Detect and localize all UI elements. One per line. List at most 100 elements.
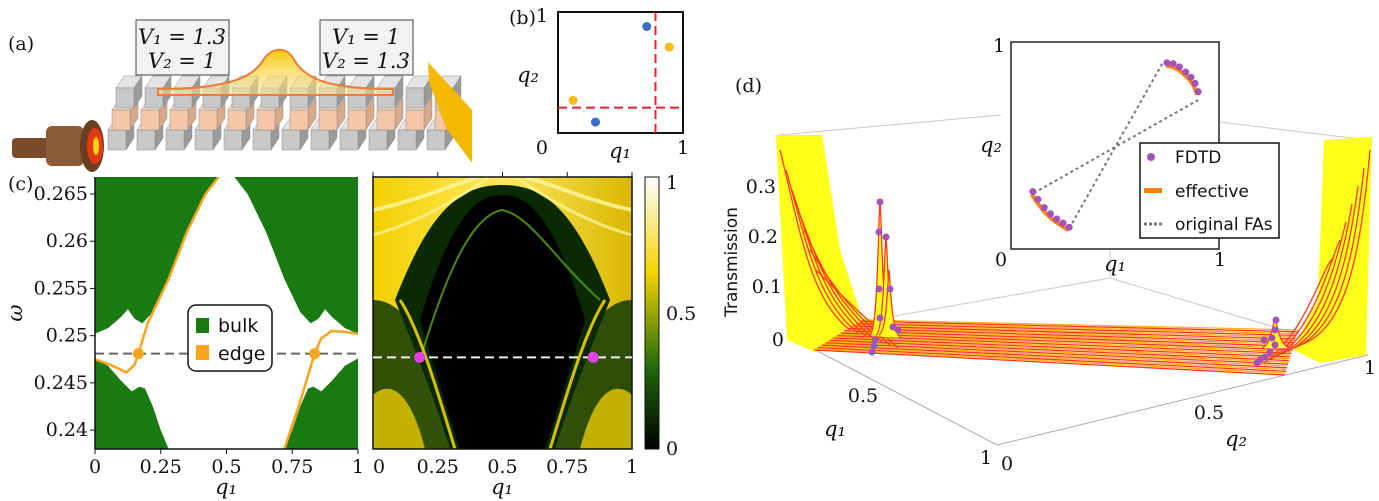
weyl-point-1 [568, 95, 578, 105]
fdtd-point-inset [1053, 215, 1061, 223]
h-xlabel: q₁ [491, 475, 513, 499]
weyl-point-0 [642, 22, 652, 32]
c-xtick-label: 0.25 [140, 456, 182, 478]
transmission-curve-right [1281, 203, 1353, 355]
rod-front [426, 129, 446, 151]
floor-line [861, 319, 1299, 331]
colorbar-tick-0: 0 [666, 438, 678, 460]
panel-c-band-diagram: (c) 0 0 0.25 0.25 0.5 0.5 0.75 0.75 1 1 0.24 0.245 0… [3, 172, 638, 499]
b-xlabel: q₁ [609, 139, 631, 163]
legend-swatch-edge [196, 345, 209, 360]
panel-label-b: (b) [509, 7, 536, 29]
rod-front [165, 129, 185, 151]
rod-front [194, 129, 214, 151]
transmission-curve-right [1293, 167, 1365, 349]
rod-front [111, 109, 131, 131]
colorbar-tick-0.5: 0.5 [666, 303, 696, 325]
transmission-curve-right [1275, 221, 1347, 358]
fdtd-point-inset [1059, 219, 1067, 227]
d-q2-tick-0.5: 0.5 [1194, 402, 1224, 424]
legend-fdtd-marker [1147, 153, 1155, 161]
floor-line [829, 339, 1290, 362]
transmission-surface-left-wall [776, 135, 900, 352]
floor-line [835, 336, 1291, 356]
inset-ylabel: q₂ [980, 133, 1002, 157]
fdtd-point [876, 314, 884, 322]
transmission-curve-right [1287, 185, 1359, 352]
floor-line [819, 345, 1287, 371]
transmission-surface-right-wall [1294, 137, 1372, 363]
transmission-curve-right [1299, 149, 1371, 346]
legend-bulk: bulk [218, 315, 258, 337]
legend-effective-swatch [1144, 188, 1162, 193]
fdtd-point [882, 233, 890, 241]
rod-front [368, 129, 388, 151]
fdtd-point-inset [1191, 79, 1199, 87]
rod-front [107, 129, 127, 151]
colorbar [644, 176, 660, 450]
fdtd-point [868, 348, 876, 356]
fdtd-point-inset [1194, 88, 1202, 96]
b-ylabel: q₂ [517, 63, 539, 87]
floor-line [840, 332, 1293, 351]
floor-line [850, 326, 1295, 342]
fdtd-point-inset [1040, 204, 1048, 212]
floor-line [813, 349, 1286, 376]
rod-front [347, 109, 367, 131]
floor-line [827, 340, 1289, 364]
fdtd-point [1268, 334, 1276, 342]
fdtd-point [876, 198, 884, 206]
bulk-band-lower-left [95, 358, 169, 449]
colorbar-tick-1: 1 [666, 172, 678, 194]
fdtd-point [1271, 326, 1279, 334]
d-ztick-0.2: 0.2 [748, 226, 778, 248]
box-left-v1: V₁ = 1.3 [138, 25, 226, 49]
inset-legend: FDTD effective original FAs [1139, 142, 1280, 239]
transmission-curve-right [1269, 239, 1341, 361]
detector-screen [428, 62, 472, 163]
rod-front [405, 87, 425, 109]
legend-edge: edge [218, 343, 266, 365]
rod-front [227, 109, 247, 131]
transmission-curve-right [1263, 257, 1335, 364]
floor-line [817, 346, 1287, 373]
fdtd-point-inset [1187, 73, 1195, 81]
fdtd-point [1260, 336, 1268, 344]
fdtd-points-3d [868, 198, 1280, 367]
rod-front [115, 87, 135, 109]
d-q1-tick-0.5: 0.5 [848, 385, 878, 407]
box-right-v1: V₁ = 1 [332, 25, 400, 49]
floor-line [856, 322, 1297, 337]
weyl-point-0 [591, 117, 600, 127]
h-xtick-label: 0.5 [487, 456, 517, 478]
fdtd-point [871, 336, 879, 344]
rod-front [318, 109, 338, 131]
d-q1-label: q₁ [824, 417, 846, 441]
rod-front [339, 129, 359, 151]
c-ylabel: ω [3, 304, 27, 321]
floor-line [852, 325, 1296, 340]
rod-front [397, 129, 417, 151]
edge-crossing-marker-heatmap [414, 351, 426, 363]
gaussian-beam-profile [157, 48, 394, 96]
edge-state-right [283, 329, 358, 449]
heatmap-frame [372, 176, 633, 450]
c-ytick-label: 0.245 [34, 372, 88, 394]
d-ztick-0.1: 0.1 [752, 276, 782, 298]
rod-front [310, 129, 330, 151]
inset-ytick-1: 1 [993, 35, 1005, 57]
heatmap-image [373, 177, 632, 449]
fdtd-point [870, 342, 878, 350]
d-q2-tick-0: 0 [1001, 453, 1013, 475]
fdtd-point [886, 285, 894, 293]
box-left-v2: V₂ = 1 [148, 49, 216, 73]
c-xtick-label: 0.75 [271, 456, 313, 478]
h-xtick-label: 1 [626, 456, 638, 478]
d-q2-label: q₂ [1225, 427, 1247, 451]
c-xtick-label: 0.5 [211, 456, 241, 478]
floor-line [821, 344, 1288, 369]
edge-crossing-marker [132, 348, 144, 360]
transmission-peak-left [878, 269, 902, 339]
panel-d: (d) Transmission 0.3 0.2 0.1 0 0.5 q₁ 1 … [722, 35, 1376, 475]
